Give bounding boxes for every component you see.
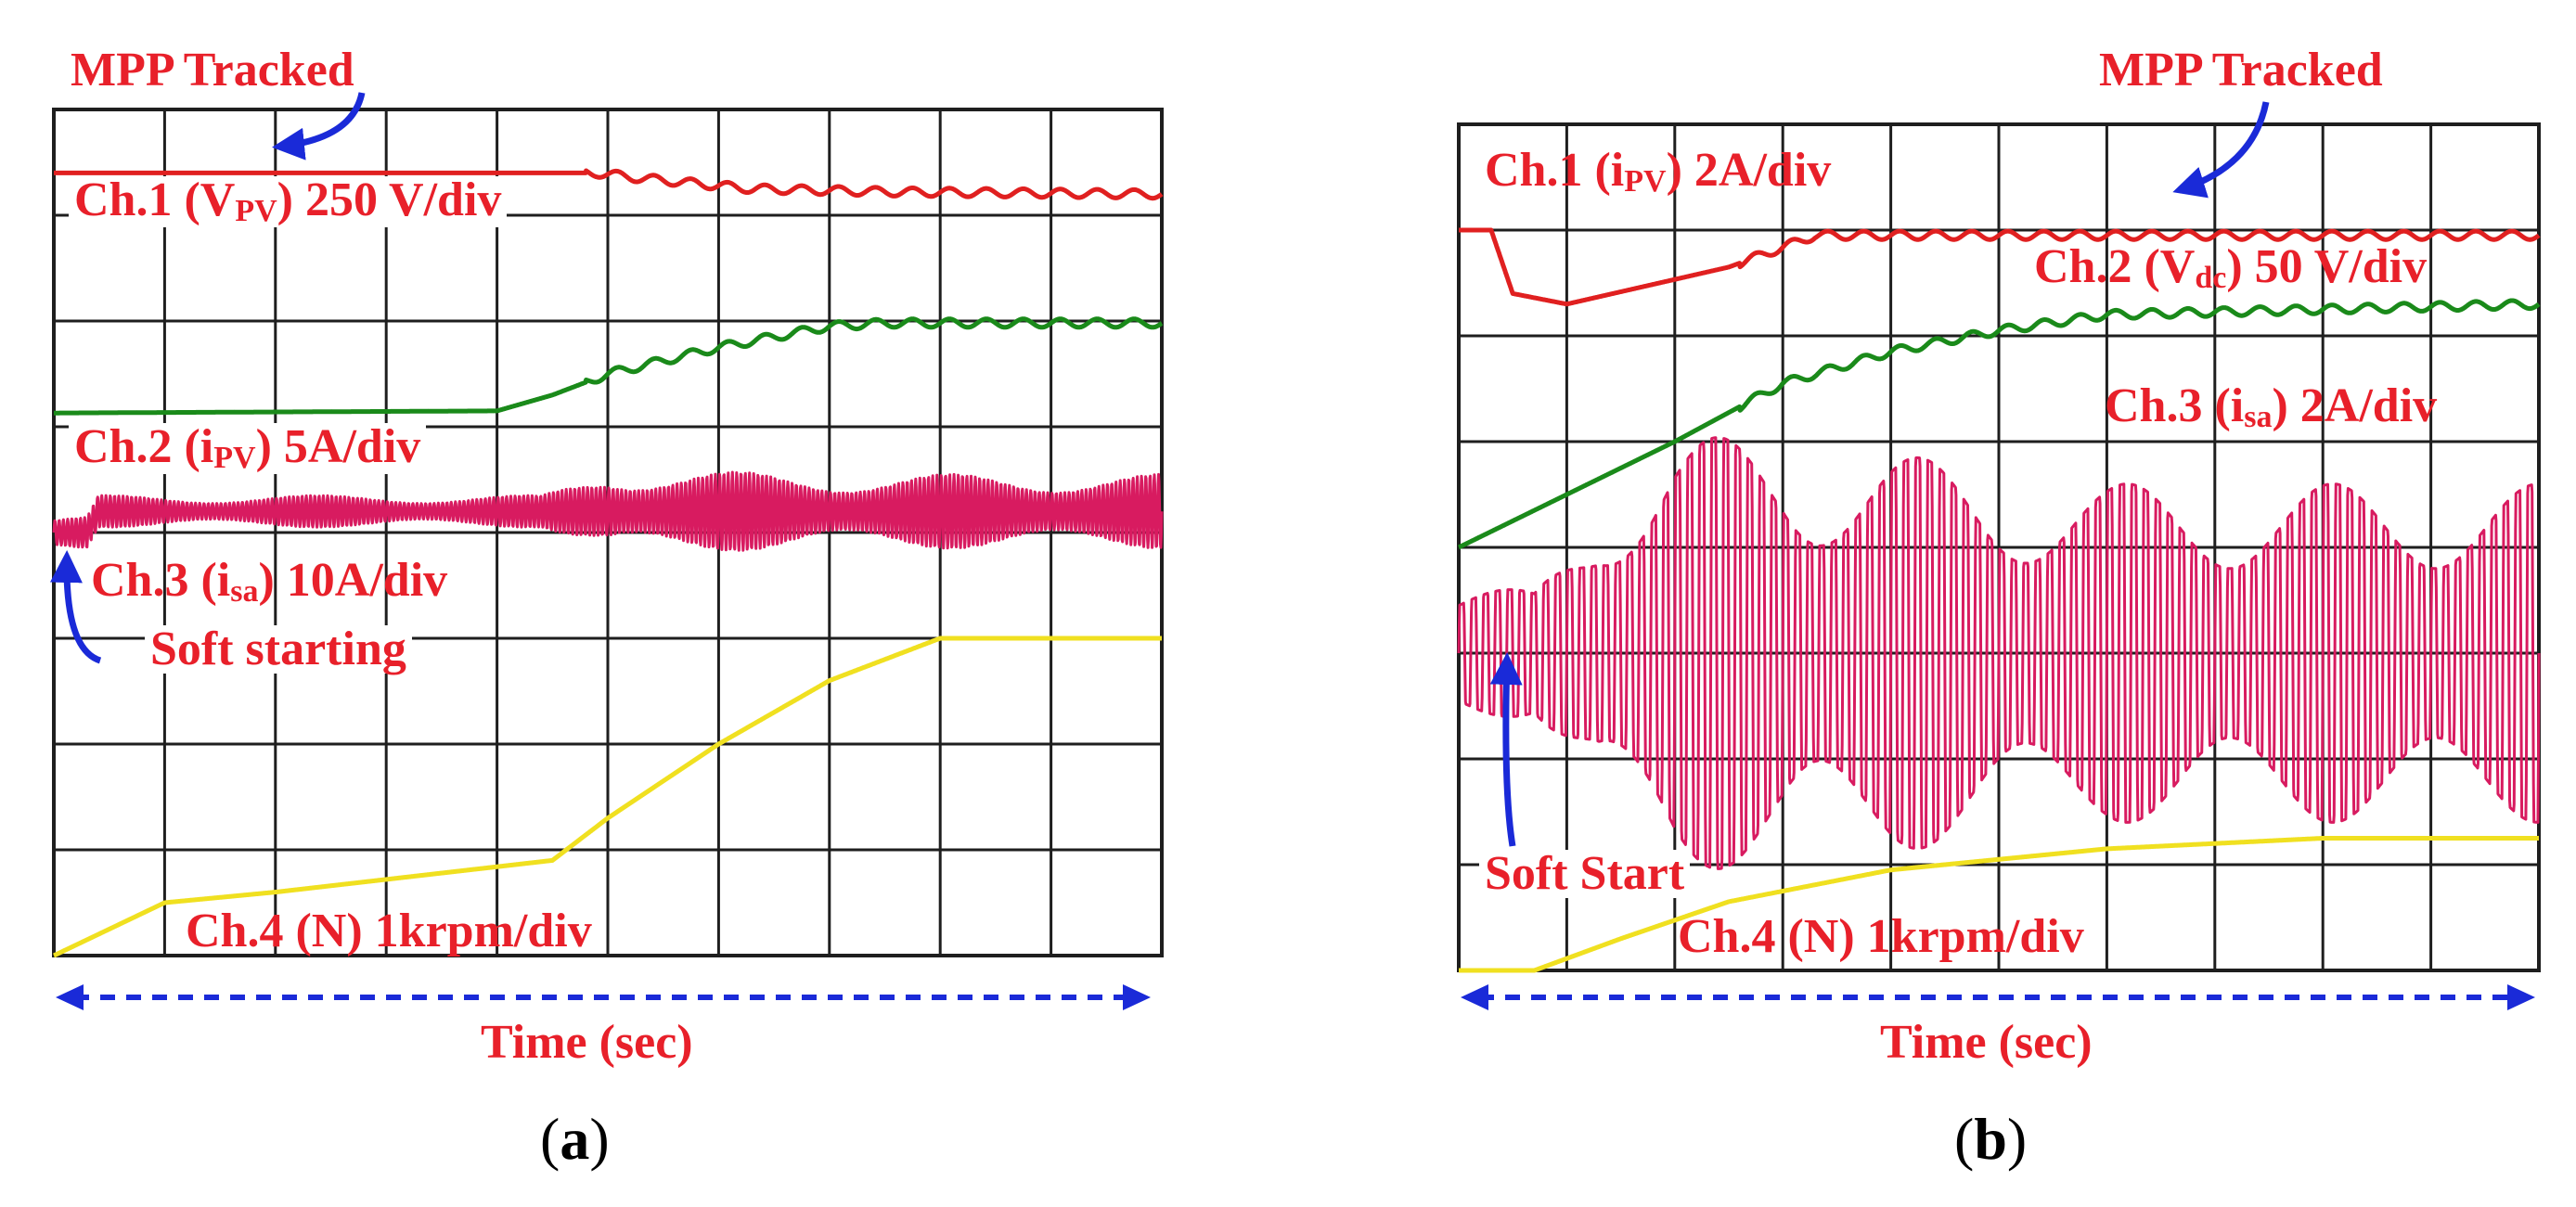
time-arrow-head-right [1123,984,1151,1010]
x-axis-label: Time (sec) [481,1016,693,1069]
panel-b: MPP Tracked Ch.1 (iPV) 2A/div Ch.2 (Vdc)… [1288,0,2576,1207]
trace-ch1 [1457,227,2541,307]
trace-ch2 [52,316,1164,416]
trace-ch1 [52,168,1164,201]
mpp-arrow [2172,101,2270,199]
channel-label-1: Ch.1 (iPV) 2A/div [1485,144,1832,199]
trace-ch4 [52,636,1164,958]
panel-a: MPP Tracked Ch.1 (VPV) 250 V/div Ch.2 (i… [49,44,1164,1172]
annotation-soft-start: Soft Start [1479,850,1691,898]
annotation-mpp-tracked: MPP Tracked [71,44,354,96]
channel-label-2: Ch.2 (iPV) 5A/div [69,423,427,474]
mpp-arrow [272,92,366,161]
trace-ch4 [1457,836,2541,973]
trace-ch3 [52,470,1164,552]
channel-label-3: Ch.3 (isa) 10A/div [91,554,448,609]
annotation-soft-starting: Soft starting [145,625,412,674]
trace-ch3 [1457,436,2541,870]
annotation-mpp-tracked: MPP Tracked [2099,44,2383,96]
panel-caption-a: (a) [540,1106,610,1172]
soft-start-arrow [49,550,102,664]
soft-start-arrow [1489,652,1523,847]
scope-plot-b [1457,101,2541,1010]
time-arrow-head-left [56,984,84,1010]
channel-label-3: Ch.3 (isa) 2A/div [2105,379,2438,434]
panel-caption-b: (b) [1954,1106,2028,1172]
channel-label-1: Ch.1 (VPV) 250 V/div [69,176,508,227]
channel-label-2: Ch.2 (Vdc) 50 V/div [2034,240,2428,295]
time-arrow-head-right [2507,984,2535,1010]
trace-ch2 [1457,298,2541,550]
channel-label-4: Ch.4 (N) 1krpm/div [1678,910,2084,963]
time-arrow-head-left [1461,984,1488,1010]
x-axis-label: Time (sec) [1880,1016,2093,1069]
channel-label-4: Ch.4 (N) 1krpm/div [186,905,592,957]
